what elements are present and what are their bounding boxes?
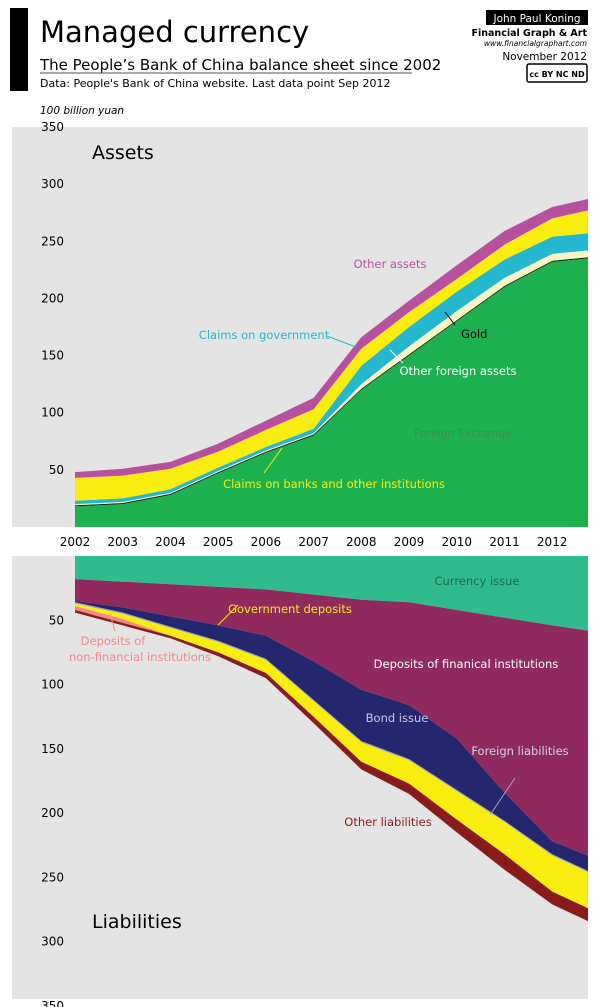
assets-panel-title: Assets bbox=[92, 142, 154, 164]
axis-ticks: 50 100 150 200 250 300 350 50 100 150 200 250 300 350… bbox=[41, 120, 567, 1007]
assets-area-other-foreign-assets bbox=[75, 250, 588, 506]
assets-y-tick-label: 300 bbox=[41, 177, 64, 191]
assets-y-tick-label: 250 bbox=[41, 234, 64, 248]
liabilities-y-tick-label: 50 bbox=[49, 613, 64, 627]
foreign-liabilities-pointer bbox=[489, 777, 516, 816]
liabilities-y-tick-label: 300 bbox=[41, 935, 64, 949]
assets-y-tick-label: 350 bbox=[41, 120, 64, 134]
liabilities-area-deposits-of-finanical-institutions bbox=[75, 579, 588, 856]
assets-stack bbox=[75, 199, 588, 527]
liabilities-y-tick-label: 350 bbox=[41, 999, 64, 1007]
x-tick-label: 2011 bbox=[489, 535, 520, 549]
claims-on-banks-pointer bbox=[263, 447, 283, 474]
label-government-deposits: Government deposits bbox=[228, 602, 352, 616]
assets-y-tick-label: 200 bbox=[41, 291, 64, 305]
title-accent-bar bbox=[10, 8, 28, 91]
assets-y-tick-label: 150 bbox=[41, 349, 64, 363]
label-foreign-liabilities: Foreign liabilities bbox=[471, 744, 568, 758]
x-tick-label: 2006 bbox=[251, 535, 282, 549]
liabilities-y-tick-label: 200 bbox=[41, 806, 64, 820]
x-tick-label: 2012 bbox=[537, 535, 568, 549]
cc-license-text: cc BY NC ND bbox=[529, 70, 585, 79]
label-claims-on-banks: Claims on banks and other institutions bbox=[223, 477, 445, 491]
assets-area-claims-on-banks-and-other-institutions bbox=[75, 210, 588, 501]
label-deposits-nonfinancial-line2: non-financial institutions bbox=[69, 650, 211, 664]
author-badge bbox=[486, 10, 588, 25]
x-tick-label: 2008 bbox=[346, 535, 377, 549]
liabilities-y-tick-label: 150 bbox=[41, 742, 64, 756]
government-deposits-pointer bbox=[217, 604, 239, 626]
gold-pointer bbox=[444, 311, 456, 326]
x-tick-label: 2009 bbox=[394, 535, 425, 549]
liabilities-y-tick-label: 250 bbox=[41, 870, 64, 884]
claims-on-government-pointer bbox=[326, 335, 357, 348]
x-tick-label: 2007 bbox=[298, 535, 329, 549]
assets-y-tick-label: 50 bbox=[49, 463, 64, 477]
x-tick-label: 2002 bbox=[60, 535, 91, 549]
callout-lines bbox=[109, 311, 516, 816]
liabilities-stack bbox=[75, 556, 588, 922]
label-deposits-financial: Deposits of finanical institutions bbox=[374, 657, 559, 671]
label-currency-issue: Currency issue bbox=[434, 574, 519, 588]
publish-date: November 2012 bbox=[502, 51, 587, 63]
brand-website: www.financialgraphart.com bbox=[484, 39, 587, 48]
deposits-nonfinancial-pointer bbox=[109, 613, 116, 632]
other-foreign-assets-pointer bbox=[389, 349, 404, 364]
liabilities-area-government-deposits bbox=[75, 603, 588, 909]
x-tick-label: 2010 bbox=[442, 535, 473, 549]
author-name: John Paul Koning bbox=[492, 13, 580, 25]
liabilities-y-tick-label: 100 bbox=[41, 678, 64, 692]
chart-subtitle: The People’s Bank of China balance sheet… bbox=[39, 56, 441, 74]
label-other-assets: Other assets bbox=[354, 257, 427, 271]
label-gold: Gold bbox=[461, 327, 487, 341]
label-foreign-exchange: Foreign Exchange bbox=[414, 427, 512, 440]
x-axis-band bbox=[12, 527, 588, 556]
chart-title: Managed currency bbox=[40, 15, 309, 49]
assets-area-foreign-exchange bbox=[75, 258, 588, 527]
data-source-note: Data: People's Bank of China website. La… bbox=[40, 77, 390, 90]
assets-area-claims-on-government bbox=[75, 233, 588, 505]
label-claims-on-government: Claims on government bbox=[199, 328, 330, 342]
liabilities-panel-title: Liabilities bbox=[92, 911, 182, 933]
x-tick-label: 2003 bbox=[107, 535, 138, 549]
liabilities-area-other-liabilities bbox=[75, 610, 588, 922]
label-other-liabilities: Other liabilities bbox=[344, 815, 431, 829]
label-other-foreign-assets: Other foreign assets bbox=[400, 364, 517, 378]
brand-name: Financial Graph & Art bbox=[472, 28, 588, 39]
label-bond-issue: Bond issue bbox=[366, 711, 429, 725]
cc-license-badge bbox=[526, 63, 588, 83]
label-deposits-nonfinancial-line1: Deposits of bbox=[81, 634, 147, 648]
assets-y-tick-label: 100 bbox=[41, 406, 64, 420]
liabilities-area-currency-issue bbox=[75, 556, 588, 631]
assets-area-other-assets bbox=[75, 199, 588, 478]
x-tick-label: 2004 bbox=[155, 535, 186, 549]
y-axis-unit-label: 100 billion yuan bbox=[40, 105, 124, 117]
x-tick-label: 2005 bbox=[203, 535, 234, 549]
